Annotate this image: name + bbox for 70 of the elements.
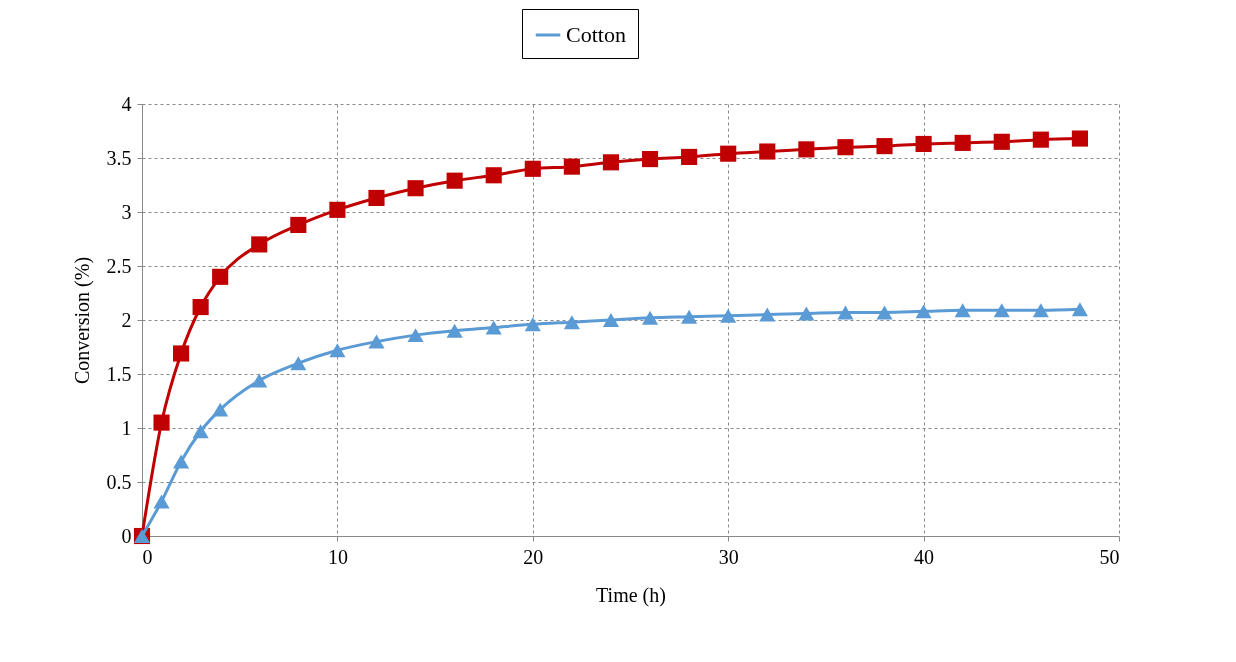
point: [192, 424, 209, 439]
point: [446, 323, 463, 338]
point: [153, 494, 170, 509]
point: [524, 160, 541, 177]
x-tick-label: 0: [142, 545, 153, 568]
point: [915, 135, 932, 153]
x-tick-label: 50: [1099, 545, 1120, 568]
point: [407, 328, 424, 343]
point: [173, 345, 190, 362]
x-tick-label: 30: [718, 545, 739, 568]
point: [153, 414, 170, 431]
point: [641, 151, 659, 168]
point: [173, 454, 190, 469]
point: [1071, 302, 1088, 317]
x-tick-label: 20: [523, 545, 544, 568]
point: [993, 133, 1010, 150]
point: [290, 216, 307, 234]
point: [993, 303, 1010, 318]
point: [407, 180, 424, 197]
y-tick-label: 0.5: [106, 470, 132, 493]
point: [212, 268, 229, 285]
point: [563, 315, 580, 330]
point: [329, 343, 346, 358]
point: [602, 154, 620, 171]
point: [759, 307, 776, 322]
point: [368, 334, 385, 349]
x-axis-title: Time (h): [596, 583, 666, 607]
y-tick-label: 2.5: [106, 254, 132, 277]
y-tick-label: 2: [121, 308, 132, 331]
y-tick-label: 1.5: [106, 362, 132, 385]
point: [290, 356, 307, 371]
point: [212, 402, 229, 417]
point: [602, 313, 620, 327]
x-tick-label: 40: [914, 545, 935, 568]
point: [1032, 131, 1049, 148]
point: [485, 167, 502, 184]
point: [954, 303, 971, 318]
point: [876, 305, 893, 320]
y-tick-label: 4: [121, 92, 132, 115]
point: [720, 145, 737, 162]
point: [798, 306, 815, 321]
point: [1032, 303, 1049, 318]
point: [915, 304, 932, 319]
point: [368, 189, 385, 207]
point: [524, 317, 541, 332]
point: [563, 158, 580, 175]
point: [641, 310, 659, 325]
point: [1071, 130, 1088, 147]
point: [485, 320, 502, 335]
point: [251, 373, 268, 388]
y-axis-title: Conversion (%): [70, 256, 94, 385]
point: [446, 172, 463, 189]
point: [681, 309, 698, 324]
legend-label: Cotton: [566, 22, 626, 47]
point: [192, 298, 209, 316]
point: [798, 141, 815, 158]
point: [720, 308, 737, 323]
y-tick-label: 3.5: [106, 146, 132, 169]
x-tick-label: 10: [327, 545, 348, 568]
point: [251, 236, 268, 253]
y-tick-label: 0: [121, 524, 132, 547]
point: [876, 138, 893, 155]
point: [837, 305, 854, 320]
y-tick-label: 1: [121, 416, 132, 439]
point: [329, 201, 346, 218]
point: [954, 134, 971, 151]
point: [759, 143, 776, 160]
y-tick-label: 3: [121, 200, 132, 223]
point: [681, 148, 698, 165]
point: [837, 139, 854, 156]
